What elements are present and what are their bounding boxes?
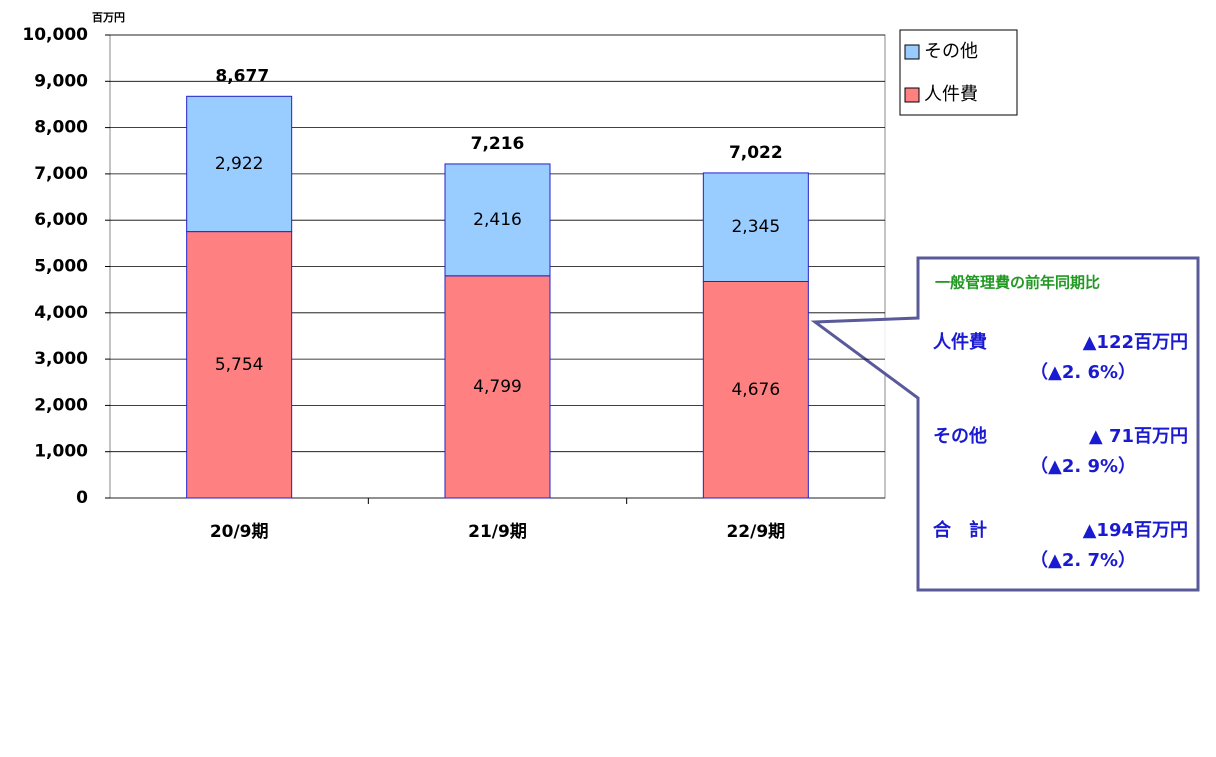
x-tick-label: 22/9期 [726,522,785,542]
value-label: 2,345 [731,217,780,237]
chart: 百万円 一般管理費の前年同期比 0 1,000 2,000 3,000 4,000 5,0… [0,0,1216,757]
callout-amount: ▲ 71百万円 [1089,426,1188,447]
value-label: 2,416 [473,210,522,230]
unit-label: 百万円 [92,11,125,24]
value-label: 4,676 [731,380,780,400]
y-tick-label: 5,000 [34,257,88,277]
legend-swatch [905,45,919,59]
y-tick-label: 2,000 [34,395,88,415]
y-tick-label: 0 [76,488,88,508]
callout-label: その他 [933,425,987,447]
callout-amount: ▲194百万円 [1083,520,1188,541]
callout-amount: ▲122百万円 [1083,332,1188,353]
y-tick-label: 6,000 [34,210,88,230]
legend-label: その他 [924,41,978,62]
y-tick-label: 9,000 [34,71,88,91]
total-label: 7,216 [471,134,525,154]
y-tick-label: 8,000 [34,118,88,138]
y-tick-label: 4,000 [34,303,88,323]
value-label: 5,754 [215,355,264,375]
y-tick-label: 10,000 [22,25,88,45]
legend-label: 人件費 [924,84,978,105]
y-tick-label: 3,000 [34,349,88,369]
x-tick-label: 20/9期 [210,522,269,542]
callout-label: 合 計 [933,519,987,541]
callout-label: 人件費 [933,331,987,353]
callout-pct: （▲2. 6%） [1030,362,1136,383]
legend-swatch [905,88,919,102]
total-label: 7,022 [729,143,783,163]
callout-pct: （▲2. 9%） [1030,456,1136,477]
y-tick-label: 1,000 [34,442,88,462]
value-label: 4,799 [473,377,522,397]
value-label: 2,922 [215,154,264,174]
callout-title: 一般管理費の前年同期比 [935,274,1100,292]
total-label: 8,677 [215,66,269,86]
x-tick-label: 21/9期 [468,522,527,542]
callout-pct: （▲2. 7%） [1030,550,1136,571]
y-tick-label: 7,000 [34,164,88,184]
